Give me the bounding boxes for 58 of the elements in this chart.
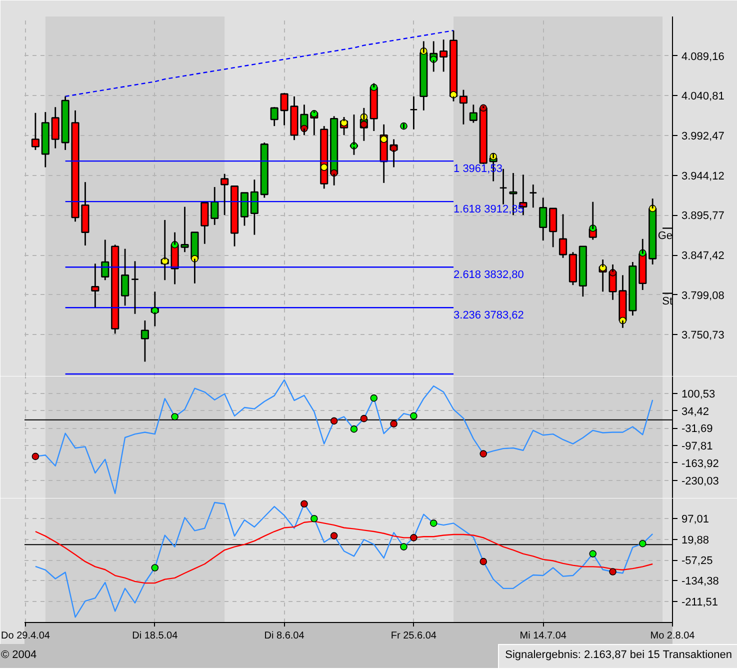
candlestick [210,186,219,226]
point [310,514,318,522]
point [370,394,378,402]
candlestick [31,112,40,151]
point [410,412,418,420]
candlestick [130,260,140,315]
point [151,564,159,572]
point [330,417,338,425]
point [609,568,616,576]
point [480,558,488,566]
y-tick-label: -57,25 [682,555,713,568]
candlestick [101,239,110,281]
point [380,136,388,143]
x-tick-label: Mi 14.7.04 [520,630,567,642]
candlestick [111,244,120,334]
point [638,540,646,548]
line-series [34,502,654,618]
candlestick [270,106,278,127]
x-tick-label: Do 29.4.04 [1,630,50,642]
candlestick [260,142,268,198]
x-tick-label: Di 8.6.04 [264,630,305,642]
candlestick [51,106,60,150]
y-tick-label: -230,03 [682,475,719,488]
candlestick [220,173,229,216]
x-tick-label: Fr 25.6.04 [390,630,437,642]
point [350,425,358,433]
y-tick-label: -97,81 [682,440,713,453]
line-series [64,30,454,98]
candlestick [440,38,448,72]
y-tick-label: 19,88 [682,534,710,546]
candlestick [250,178,258,236]
point [320,164,328,171]
candlestick [91,262,100,308]
y-tick-label: -163,92 [682,458,719,470]
x-tick-label: Di 18.5.04 [132,630,178,642]
y-tick-label: -31,69 [682,423,713,436]
candlestick [41,111,50,168]
point [32,452,40,460]
point [400,543,408,550]
point [589,550,597,558]
candlestick [121,248,130,306]
point [410,534,418,542]
text: © 2004 [1,648,37,664]
point [171,413,178,420]
x-tick-label: Mo 2.8.04 [650,630,696,642]
point [300,500,308,508]
y-tick-label: 34,42 [682,406,710,418]
y-tick-label: -134,38 [682,576,719,588]
text: Signalergebnis: 2.163,87 bei 15 Transaktionen [498,644,737,668]
y-tick-label: 100,53 [682,388,716,400]
point [430,520,438,527]
point [330,532,338,540]
candlestick [410,96,418,130]
point [390,420,398,428]
y-tick-label: -211,51 [682,596,718,608]
candlestick [140,320,149,362]
point [360,414,368,422]
y-tick-label: 97,01 [682,514,710,526]
